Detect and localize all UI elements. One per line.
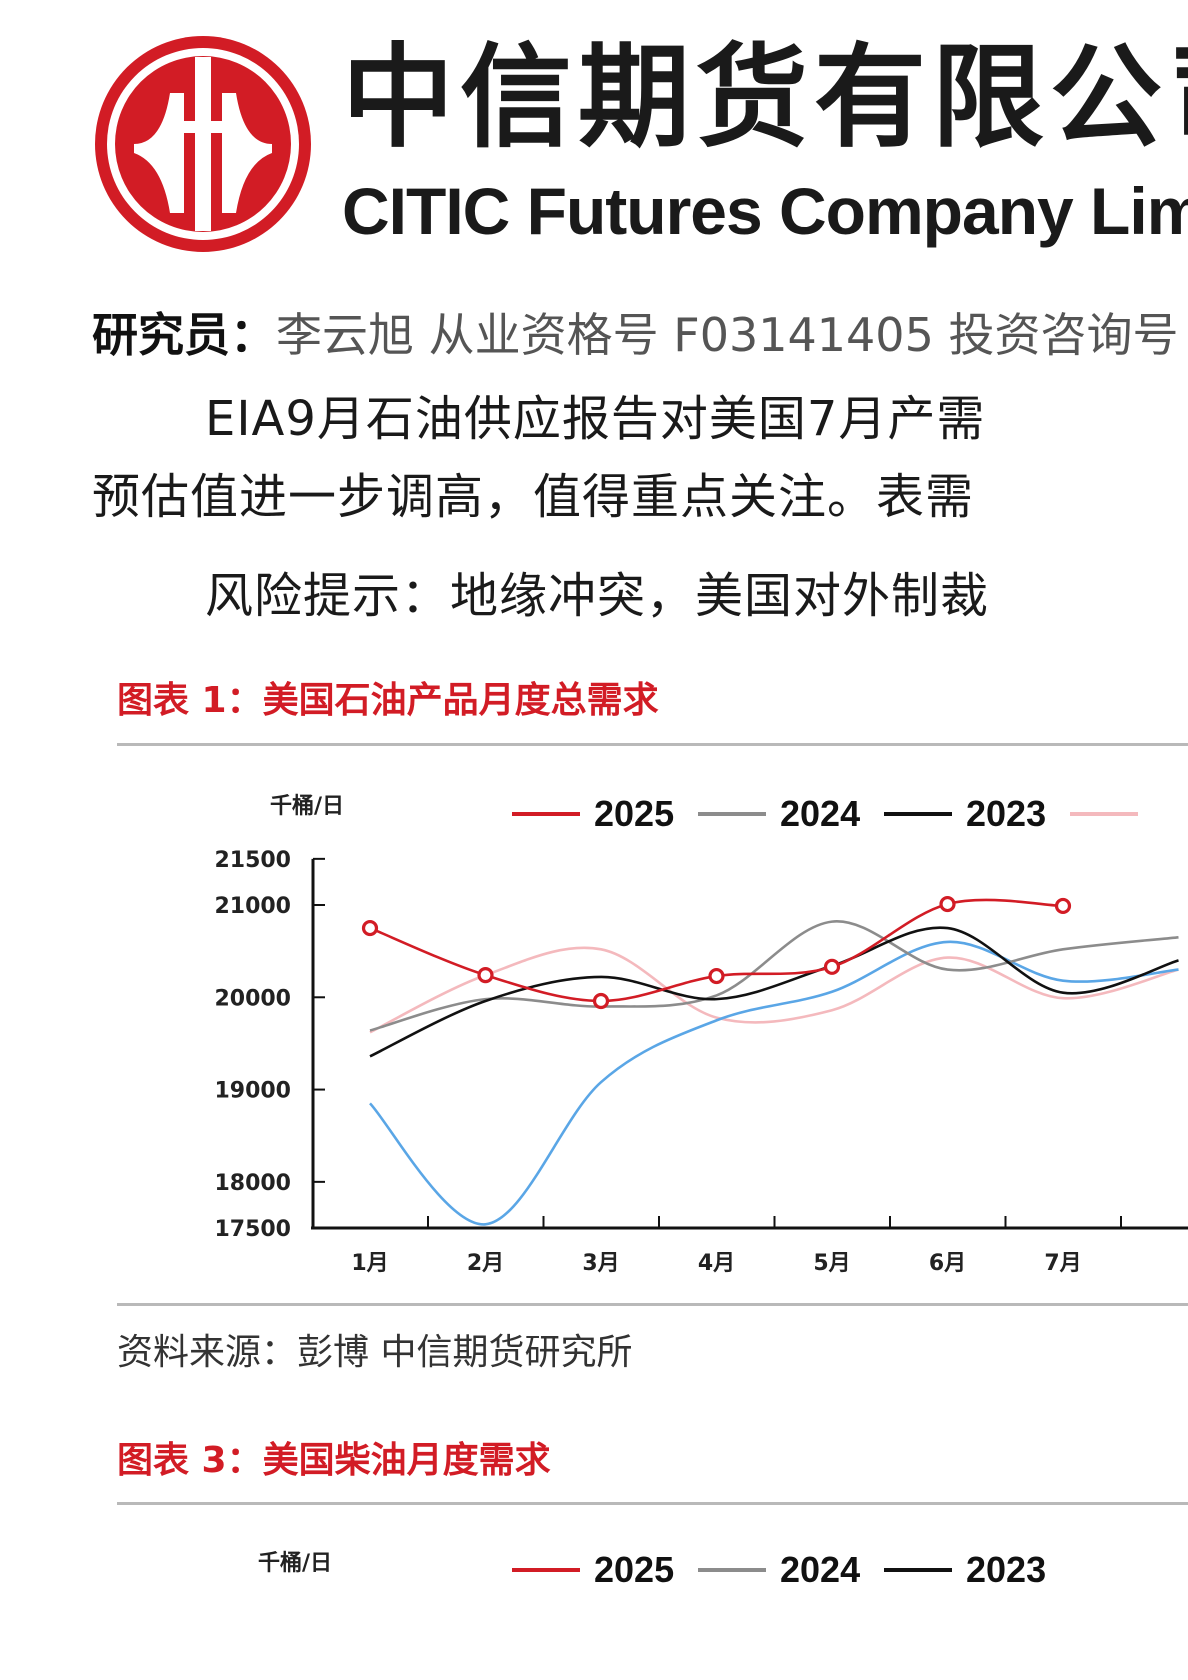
series-line [369, 926, 1179, 1058]
citic-logo [95, 36, 311, 252]
legend-label: 2025 [594, 1549, 674, 1590]
figure-1-title: 图表 1：美国石油产品月度总需求 [117, 680, 659, 721]
series-line [369, 940, 1179, 1226]
y-unit-label: 千桶/日 [270, 794, 344, 819]
researcher-line: 研究员：李云旭 从业资格号 F03141405 投资咨询号 [92, 312, 1178, 358]
legend-item: 2023 [884, 793, 1046, 834]
company-name-cn: 中信期货有限公司 [342, 32, 1188, 163]
series-line [369, 898, 1064, 1003]
x-tick-label: 7月 [1044, 1251, 1081, 1276]
data-point [823, 958, 841, 975]
data-point [592, 992, 610, 1010]
y-tick-label: 21000 [214, 894, 291, 919]
data-point [708, 967, 725, 985]
x-tick-label: 2月 [467, 1251, 504, 1276]
legend-label: 2024 [780, 1549, 860, 1590]
figure-3-unit-label: 千桶/日 [258, 1551, 332, 1576]
chart-legend: 2025 2024 2023 [512, 793, 1138, 834]
data-point [477, 967, 494, 984]
series-line [369, 946, 1179, 1034]
legend-label: 2023 [966, 793, 1046, 834]
figure-1-bottom-rule [117, 1303, 1188, 1306]
figure-3-legend: 2025 2024 2023 [512, 1549, 1046, 1590]
series-2023 [369, 926, 1179, 1058]
researcher-info: 李云旭 从业资格号 F03141405 投资咨询号 [276, 308, 1179, 362]
figure-1-chart: 17500 18000 19000 20000 21000 21500 1月 2月 3月 4月 5月… [214, 793, 1188, 1276]
series-2025 [361, 895, 1072, 1010]
paragraph-1-line-1: EIA9月石油供应报告对美国7月产需 [205, 391, 986, 447]
risk-warning: 风险提示：地缘冲突，美国对外制裁 [205, 568, 990, 624]
series-line [369, 920, 1179, 1032]
x-tick-label: 4月 [698, 1251, 735, 1276]
series-extra-4 [369, 940, 1179, 1226]
figure-3-chart: 千桶/日 2025 2024 2023 [258, 1549, 1046, 1590]
researcher-label: 研究员： [92, 308, 276, 362]
legend-item: 2025 [512, 793, 674, 834]
figure-1-source: 资料来源：彭博 中信期货研究所 [117, 1332, 633, 1373]
y-tick-label: 18000 [214, 1171, 291, 1196]
y-tick-label: 19000 [214, 1079, 291, 1104]
data-point [361, 919, 379, 937]
legend-item: 2024 [698, 793, 860, 834]
figure-3-title: 图表 3：美国柴油月度需求 [117, 1440, 551, 1481]
x-tick-label: 6月 [929, 1251, 966, 1276]
legend-label: 2025 [594, 793, 674, 834]
y-tick-label: 21500 [214, 848, 291, 873]
legend-item: 2023 [884, 1549, 1046, 1590]
data-point [939, 895, 956, 913]
y-tick-label: 17500 [214, 1217, 291, 1242]
series-2024 [369, 920, 1179, 1032]
x-tick-label: 3月 [582, 1251, 619, 1276]
chart-series-group [361, 895, 1179, 1226]
chart-axes: 17500 18000 19000 20000 21000 21500 1月 2月 3月 4月 5月… [214, 848, 1188, 1276]
legend-label: 2023 [966, 1549, 1046, 1590]
figure-1-top-rule [117, 743, 1188, 746]
legend-item: 2025 [512, 1549, 674, 1590]
y-tick-label: 20000 [214, 986, 291, 1011]
figure-3-top-rule [117, 1502, 1188, 1505]
series-extra-3 [369, 946, 1179, 1034]
company-name-en: CITIC Futures Company Limited [342, 174, 1188, 248]
x-tick-label: 5月 [813, 1251, 850, 1276]
x-tick-label: 1月 [351, 1251, 388, 1276]
legend-item: 2024 [698, 1549, 860, 1590]
data-point [1054, 897, 1072, 915]
paragraph-1-line-2: 预估值进一步调高，值得重点关注。表需 [92, 469, 975, 525]
legend-label: 2024 [780, 793, 860, 834]
